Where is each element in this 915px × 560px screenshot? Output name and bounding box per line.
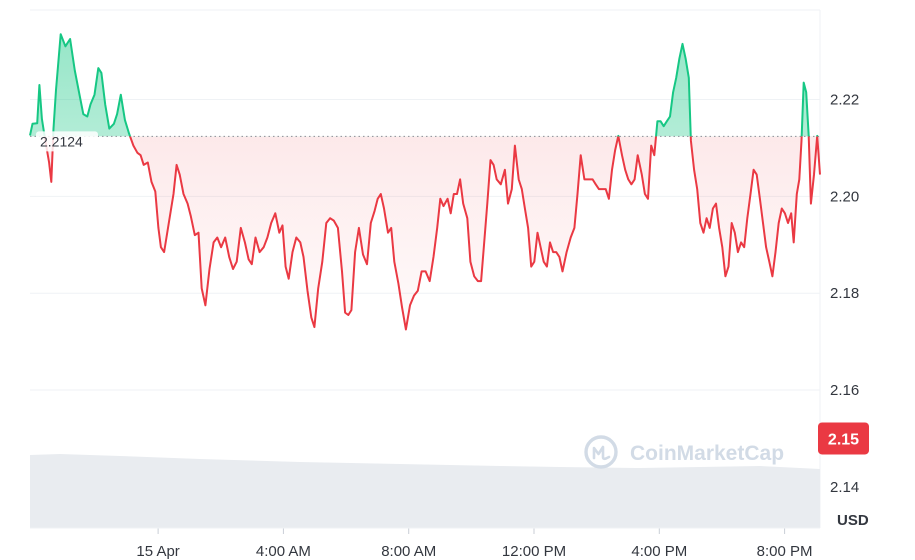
x-tick-label: 4:00 PM xyxy=(631,543,687,560)
current-price-text: 2.15 xyxy=(828,431,859,448)
price-fill-areas xyxy=(30,34,820,330)
x-tick-label: 15 Apr xyxy=(136,543,179,560)
below-reference-fill xyxy=(30,136,820,330)
y-tick-label: 2.22 xyxy=(830,92,859,109)
reference-label-bg xyxy=(36,131,98,152)
x-tick-label: 8:00 AM xyxy=(381,543,436,560)
x-tick-label: 4:00 AM xyxy=(256,543,311,560)
x-tick-label: 12:00 PM xyxy=(502,543,566,560)
watermark-text: CoinMarketCap xyxy=(630,442,784,465)
price-line xyxy=(29,33,821,331)
price-line-below xyxy=(43,136,821,331)
current-price-label: 2.15 xyxy=(818,422,869,455)
reference-label-text: 2.2124 xyxy=(40,133,83,149)
y-axis-unit: USD xyxy=(837,512,869,529)
x-tick-label: 8:00 PM xyxy=(757,543,813,560)
volume-area xyxy=(30,454,820,528)
current-price-badge xyxy=(818,422,869,455)
y-tick-label: 2.18 xyxy=(830,285,859,302)
y-tick-label: 2.16 xyxy=(830,382,859,399)
y-tick-label: 2.14 xyxy=(830,479,859,496)
coinmarketcap-logo-icon xyxy=(584,435,618,469)
y-tick-label: 2.20 xyxy=(830,188,859,205)
reference-label: 2.2124 xyxy=(36,131,98,152)
y-axis: 2.22 2.20 2.18 2.16 2.14 xyxy=(830,92,859,496)
watermark: CoinMarketCap xyxy=(584,435,784,469)
x-axis: 15 Apr 4:00 AM 8:00 AM 12:00 PM 4:00 PM 8:00 … xyxy=(30,527,820,560)
volume-fill xyxy=(30,454,820,528)
